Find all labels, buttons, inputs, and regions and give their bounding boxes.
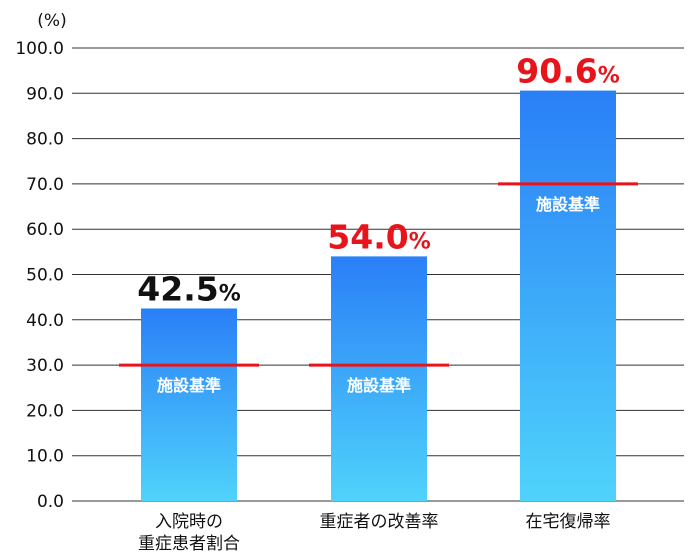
value-label: 90.6% [516,52,619,91]
x-category-label: 重症患者割合 [138,534,240,554]
value-label: 54.0% [327,217,430,256]
y-tick-label: 40.0 [26,311,64,331]
y-tick-label: 30.0 [26,356,64,376]
x-category-label: 重症者の改善率 [320,512,439,532]
y-tick-label: 80.0 [26,130,64,150]
value-number: 42.5 [137,269,218,308]
value-number: 90.6 [516,52,597,91]
y-axis-unit-label: (%) [37,11,66,31]
y-tick-label: 0.0 [37,492,64,512]
standard-label: 施設基準 [536,195,600,214]
y-tick-label: 50.0 [26,266,64,286]
bar [331,256,427,501]
value-number: 54.0 [327,217,408,256]
y-tick-label: 70.0 [26,175,64,195]
value-suffix: % [409,229,431,254]
y-tick-label: 90.0 [26,84,64,104]
y-tick-label: 100.0 [15,39,64,59]
y-tick-label: 20.0 [26,401,64,421]
value-label: 42.5% [137,269,240,308]
value-suffix: % [598,64,620,89]
bar [141,308,237,501]
y-tick-label: 60.0 [26,220,64,240]
x-category-label: 入院時の [155,512,223,532]
bar [520,90,616,501]
standard-label: 施設基準 [157,376,221,395]
x-category-label: 在宅復帰率 [526,512,611,532]
y-tick-label: 10.0 [26,447,64,467]
standard-label: 施設基準 [347,376,411,395]
value-suffix: % [219,281,241,306]
